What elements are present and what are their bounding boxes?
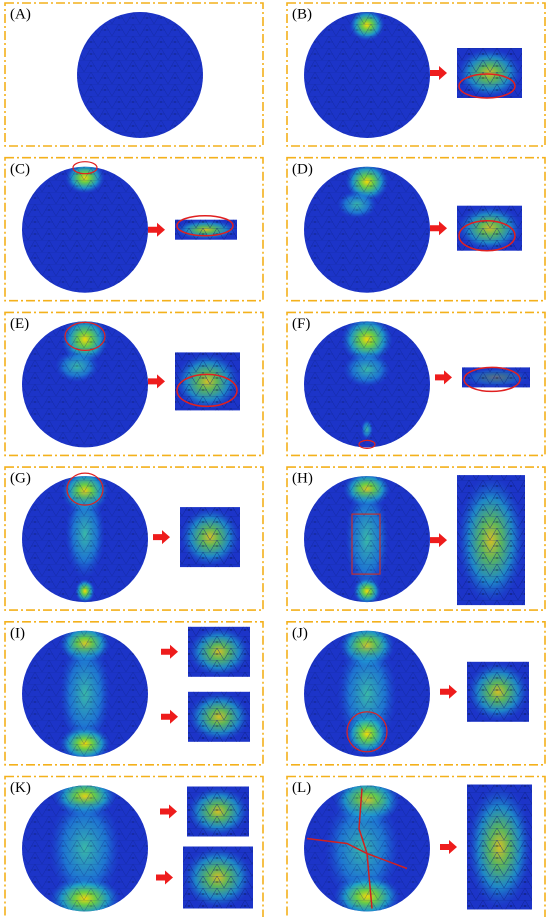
- damage: [22, 166, 148, 293]
- zoom-mesh: [175, 219, 237, 240]
- damage: [304, 166, 430, 293]
- panel-label: (C): [10, 161, 30, 177]
- highlight: [458, 73, 516, 99]
- zoom-mesh: [183, 846, 253, 909]
- highlight: [458, 219, 516, 252]
- zoom-mesh: [462, 367, 530, 388]
- panel-frame: [286, 2, 546, 147]
- mesh: [22, 630, 148, 757]
- panel-frame: [286, 466, 546, 611]
- damage: [22, 630, 148, 757]
- panel-frame: [286, 775, 546, 917]
- panel: (K): [4, 775, 264, 917]
- panel: (G): [4, 466, 264, 611]
- mesh: [304, 785, 430, 912]
- arrow: [430, 533, 447, 548]
- panel-frame: [286, 156, 546, 302]
- panel-frame: [4, 775, 264, 917]
- mesh: [22, 476, 148, 603]
- damage: [22, 785, 148, 912]
- highlight: [358, 439, 376, 449]
- highlight: [176, 373, 238, 408]
- panel: (D): [286, 156, 546, 302]
- mesh: [22, 166, 148, 293]
- panel-frame: [4, 311, 264, 457]
- crack: [306, 788, 408, 909]
- zoom-mesh: [457, 475, 525, 606]
- panel-label: (L): [292, 780, 311, 796]
- arrow: [148, 374, 165, 389]
- arrow: [440, 840, 457, 854]
- panel-frame: [4, 466, 264, 611]
- panel: (I): [4, 620, 264, 766]
- damage: [304, 630, 430, 757]
- panel: (E): [4, 311, 264, 457]
- arrow: [156, 870, 173, 885]
- mesh: [22, 321, 148, 448]
- panel-frame: [4, 2, 264, 147]
- panel-label: (J): [292, 625, 308, 641]
- mesh: [77, 12, 203, 138]
- highlight: [72, 161, 98, 175]
- panel: (A): [4, 2, 264, 147]
- mesh: [304, 476, 430, 603]
- panel: (F): [286, 311, 546, 457]
- panel-label: (E): [10, 316, 29, 332]
- zoom-mesh: [467, 661, 529, 722]
- damage: [304, 321, 430, 448]
- zoom-mesh: [188, 626, 250, 677]
- arrow: [161, 644, 178, 659]
- arrow: [161, 709, 178, 724]
- panel-frame: [286, 620, 546, 766]
- mesh: [304, 12, 430, 138]
- damage: [22, 476, 148, 603]
- arrow: [430, 221, 447, 236]
- highlight: [176, 214, 234, 237]
- highlight: [346, 711, 388, 753]
- zoom-mesh: [187, 786, 249, 837]
- arrow: [153, 530, 170, 545]
- panel-label: (F): [292, 316, 310, 332]
- panel-label: (K): [10, 780, 31, 796]
- arrow: [160, 804, 177, 819]
- zoom-mesh: [188, 691, 250, 742]
- panel-label: (G): [10, 471, 31, 487]
- panel: (H): [286, 466, 546, 611]
- panel-label: (I): [10, 625, 25, 641]
- panel-frame: [4, 620, 264, 766]
- damage: [304, 12, 430, 138]
- damage: [22, 321, 148, 448]
- mesh: [304, 166, 430, 293]
- panel-frame: [286, 311, 546, 457]
- damage: [77, 12, 203, 138]
- highlight: [66, 472, 104, 506]
- mesh: [304, 321, 430, 448]
- panel: (B): [286, 2, 546, 147]
- panel-label: (H): [292, 471, 313, 487]
- panel: (C): [4, 156, 264, 302]
- zoom-mesh: [180, 507, 240, 568]
- highlight: [463, 366, 521, 393]
- arrow: [148, 222, 165, 237]
- damage: [304, 476, 430, 603]
- highlight: [64, 321, 106, 351]
- panel-label: (D): [292, 161, 313, 177]
- arrow: [440, 684, 457, 699]
- arrow: [430, 66, 447, 80]
- arrow: [435, 370, 452, 385]
- mesh: [304, 630, 430, 757]
- zoom-mesh: [457, 48, 522, 98]
- panel-frame: [4, 156, 264, 302]
- damage: [304, 785, 430, 912]
- panel: (J): [286, 620, 546, 766]
- zoom-mesh: [467, 784, 532, 910]
- panel: (L): [286, 775, 546, 917]
- panel-label: (A): [10, 7, 31, 23]
- mesh: [22, 785, 148, 912]
- panel-label: (B): [292, 7, 312, 23]
- highlight: [351, 513, 381, 575]
